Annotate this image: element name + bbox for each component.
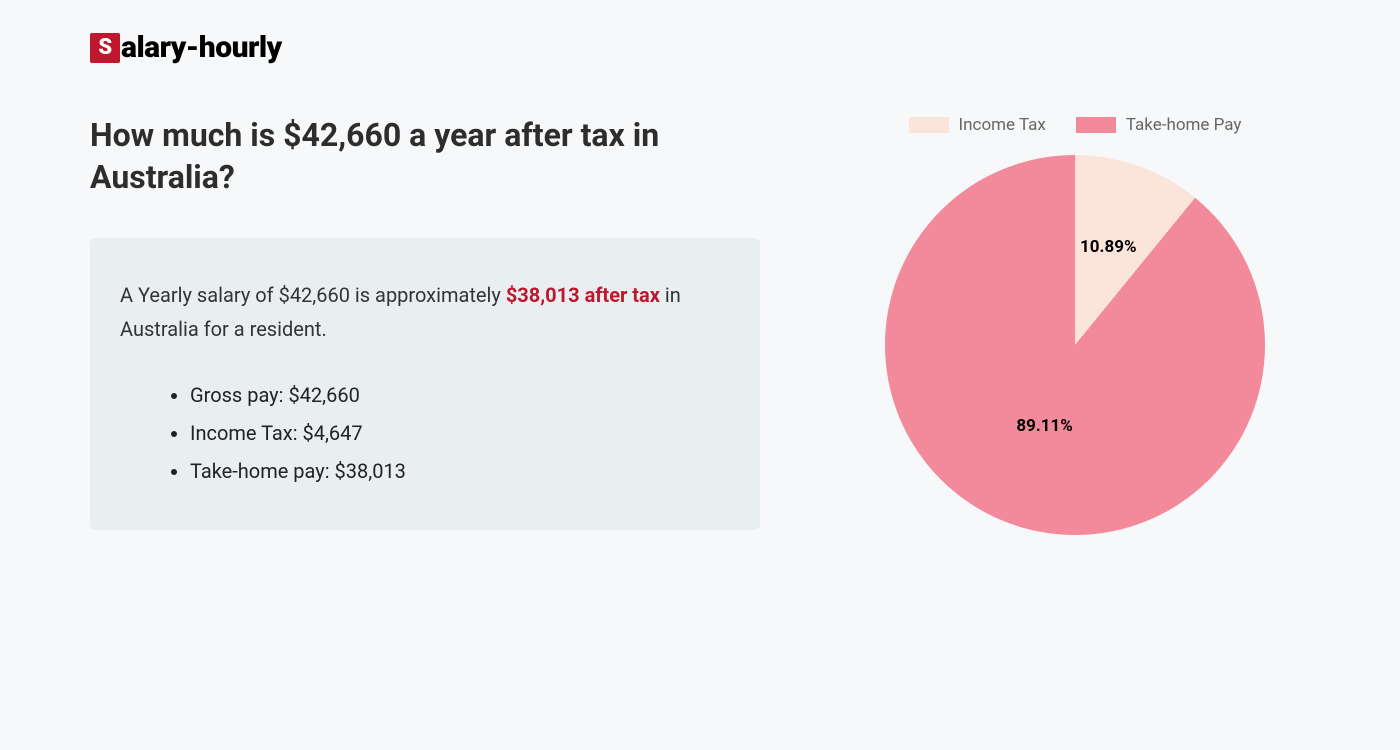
bullet-takehome: Take-home pay: $38,013 [190,452,730,490]
chart-legend: Income Tax Take-home Pay [840,115,1310,135]
legend-swatch-income-tax [909,117,949,133]
pie-chart: 10.89% 89.11% [885,155,1265,535]
text-column: How much is $42,660 a year after tax in … [90,115,760,535]
logo-badge: S [90,33,120,63]
bullet-tax: Income Tax: $4,647 [190,414,730,452]
pie-disc [885,155,1265,535]
legend-label-income-tax: Income Tax [959,115,1046,135]
legend-item-income-tax: Income Tax [909,115,1046,135]
logo-text: alary-hourly [121,30,282,65]
pie-label-income-tax: 10.89% [1080,237,1137,257]
summary-infobox: A Yearly salary of $42,660 is approximat… [90,238,760,530]
detail-bullets: Gross pay: $42,660 Income Tax: $4,647 Ta… [120,376,730,490]
pie-label-takehome: 89.11% [1016,416,1073,436]
summary-prefix: A Yearly salary of $42,660 is approximat… [120,283,506,307]
page-heading: How much is $42,660 a year after tax in … [90,115,760,198]
chart-column: Income Tax Take-home Pay 10.89% 89.11% [840,115,1310,535]
legend-swatch-takehome [1076,117,1116,133]
legend-label-takehome: Take-home Pay [1126,115,1242,135]
site-logo: Salary-hourly [90,30,1310,65]
main-content: How much is $42,660 a year after tax in … [90,115,1310,535]
summary-text: A Yearly salary of $42,660 is approximat… [120,278,730,346]
bullet-gross: Gross pay: $42,660 [190,376,730,414]
summary-highlight: $38,013 after tax [506,283,660,307]
legend-item-takehome: Take-home Pay [1076,115,1242,135]
